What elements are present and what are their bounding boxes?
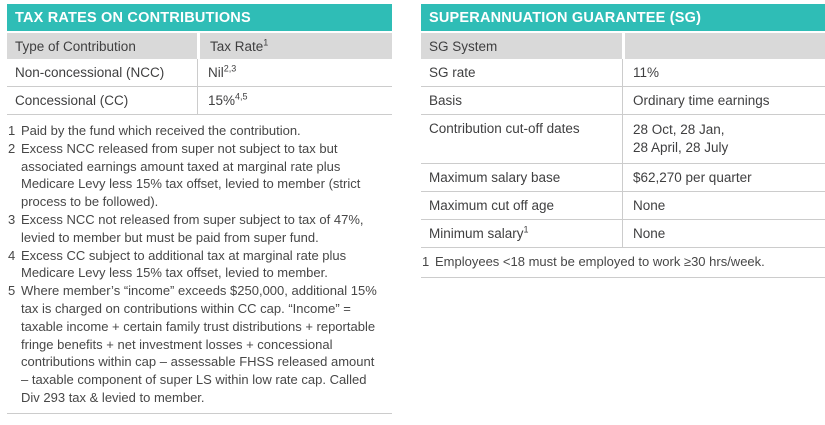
footnote-3: 3 Excess NCC not released from super sub… bbox=[8, 211, 364, 245]
row-value: Nil2,3 bbox=[197, 59, 392, 86]
sg-header-row: SG System bbox=[421, 33, 825, 59]
row-label: Maximum cut off age bbox=[429, 198, 555, 214]
footnote-2: 2 Excess NCC released from super not sub… bbox=[8, 140, 361, 210]
tax-rates-title-bar: TAX RATES ON CONTRIBUTIONS bbox=[7, 4, 392, 31]
footnote-1: 1 Employees <18 must be employed to work… bbox=[422, 254, 765, 270]
row-value: 11% bbox=[622, 59, 825, 86]
row-label: SG rate bbox=[429, 65, 476, 80]
sg-title: SUPERANNUATION GUARANTEE (SG) bbox=[429, 9, 702, 26]
col-header-tax-rate: Tax Rate1 bbox=[200, 33, 392, 59]
tax-rates-footnotes: 1 Paid by the fund which received the co… bbox=[7, 115, 392, 414]
row-value: None bbox=[622, 192, 825, 220]
table-row-ncc: Non-concessional (NCC) Nil2,3 bbox=[7, 59, 392, 87]
row-value: 28 Oct, 28 Jan, 28 April, 28 July bbox=[622, 115, 825, 164]
row-label: Maximum salary base bbox=[429, 170, 561, 186]
col-header-sg-blank bbox=[625, 33, 825, 59]
row-label: Basis bbox=[429, 93, 463, 108]
table-row-max-salary-base: Maximum salary base $62,270 per quarter bbox=[421, 164, 825, 193]
col-header-type-of-contribution: Type of Contribution bbox=[7, 33, 197, 59]
sg-table: SUPERANNUATION GUARANTEE (SG) SG System … bbox=[421, 4, 825, 279]
row-label: Minimum salary1 bbox=[429, 224, 529, 242]
row-value: None bbox=[622, 220, 825, 248]
table-row-max-cutoff-age: Maximum cut off age None bbox=[421, 192, 825, 221]
table-row-sg-rate: SG rate 11% bbox=[421, 59, 825, 87]
row-value: $62,270 per quarter bbox=[622, 164, 825, 192]
tax-rates-table: TAX RATES ON CONTRIBUTIONS Type of Contr… bbox=[7, 4, 392, 414]
col-header-sg-system: SG System bbox=[421, 33, 622, 59]
footnote-1: 1 Paid by the fund which received the co… bbox=[8, 123, 301, 138]
row-label: Concessional (CC) bbox=[15, 93, 129, 108]
row-value: Ordinary time earnings bbox=[622, 87, 825, 114]
row-label: Contribution cut-off dates bbox=[429, 121, 580, 136]
tax-rates-title: TAX RATES ON CONTRIBUTIONS bbox=[15, 9, 251, 26]
row-label: Non-concessional (NCC) bbox=[15, 65, 165, 80]
footnote-marker: 1 bbox=[263, 37, 269, 47]
footnote-marker: 2,3 bbox=[223, 63, 237, 74]
sg-footnotes: 1 Employees <18 must be employed to work… bbox=[421, 248, 825, 279]
table-row-basis: Basis Ordinary time earnings bbox=[421, 87, 825, 115]
tax-rates-header-row: Type of Contribution Tax Rate1 bbox=[7, 33, 392, 59]
sg-title-bar: SUPERANNUATION GUARANTEE (SG) bbox=[421, 4, 825, 31]
footnote-4: 4 Excess CC subject to additional tax at… bbox=[8, 247, 347, 281]
table-row-min-salary: Minimum salary1 None bbox=[421, 220, 825, 249]
table-row-cutoff-dates: Contribution cut-off dates 28 Oct, 28 Ja… bbox=[421, 115, 825, 165]
footnote-5: 5 Where member’s “income” exceeds $250,0… bbox=[8, 283, 377, 405]
row-value: 15%4,5 bbox=[197, 87, 392, 114]
footnote-marker: 4,5 bbox=[235, 91, 248, 102]
footnote-marker: 1 bbox=[523, 224, 529, 235]
table-row-cc: Concessional (CC) 15%4,5 bbox=[7, 87, 392, 115]
